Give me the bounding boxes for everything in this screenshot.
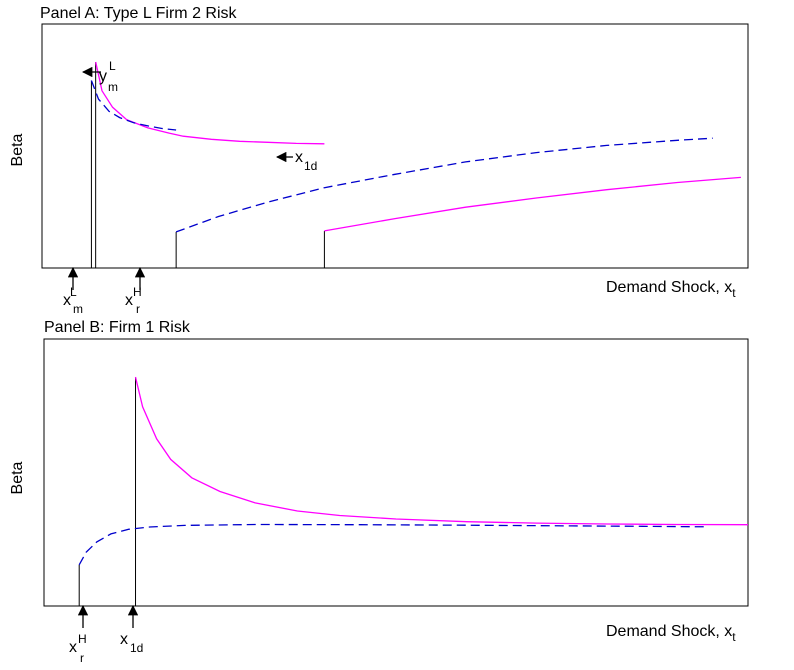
svg-text:H: H xyxy=(78,632,87,646)
svg-text:m: m xyxy=(73,302,83,316)
svg-text:H: H xyxy=(133,285,142,299)
svg-text:x: x xyxy=(69,639,77,656)
svg-text:r: r xyxy=(80,651,84,665)
svg-text:r: r xyxy=(136,302,140,316)
panel-b-frame xyxy=(43,338,749,607)
panel-b-marker-x1d: x 1d xyxy=(120,604,143,655)
svg-text:L: L xyxy=(109,59,116,73)
panel-a-frame xyxy=(41,23,749,269)
panel-a-marker-x1d: x 1d xyxy=(275,149,317,173)
svg-text:x: x xyxy=(63,292,71,309)
svg-text:x: x xyxy=(295,149,303,166)
panel-a-marker-ymL: y L m xyxy=(81,59,118,94)
svg-text:y: y xyxy=(99,68,107,85)
panel-b-plot xyxy=(78,376,749,606)
svg-text:L: L xyxy=(70,285,77,299)
panel-a: Panel A: Type L Firm 2 Risk Beta Demand … xyxy=(9,5,749,316)
svg-text:x: x xyxy=(125,292,133,309)
panel-a-ylabel: Beta xyxy=(9,133,26,166)
panel-a-plot xyxy=(90,61,741,268)
svg-text:m: m xyxy=(108,80,118,94)
panel-b-xlabel: Demand Shock, xt xyxy=(606,623,736,644)
series-line-dashed xyxy=(78,523,706,566)
series-line-dashed xyxy=(90,80,177,131)
panel-a-marker-xrH: x H r xyxy=(125,266,146,316)
panel-b-marker-xrH: x H r xyxy=(69,604,89,665)
panel-a-title: Panel A: Type L Firm 2 Risk xyxy=(40,5,238,22)
series-line-solid xyxy=(134,376,749,526)
svg-text:1d: 1d xyxy=(130,641,143,655)
panel-b-ylabel: Beta xyxy=(9,461,26,494)
panel-b: Panel B: Firm 1 Risk Beta Demand Shock, … xyxy=(9,319,749,665)
panel-b-title: Panel B: Firm 1 Risk xyxy=(44,319,191,336)
series-line-solid xyxy=(95,61,325,145)
series-line-dashed xyxy=(175,137,713,233)
panel-a-xlabel: Demand Shock, xt xyxy=(606,279,736,300)
series-line-solid xyxy=(324,176,741,232)
svg-text:x: x xyxy=(120,631,128,648)
svg-text:1d: 1d xyxy=(304,159,317,173)
panel-a-marker-xmL: x L m xyxy=(63,266,83,316)
